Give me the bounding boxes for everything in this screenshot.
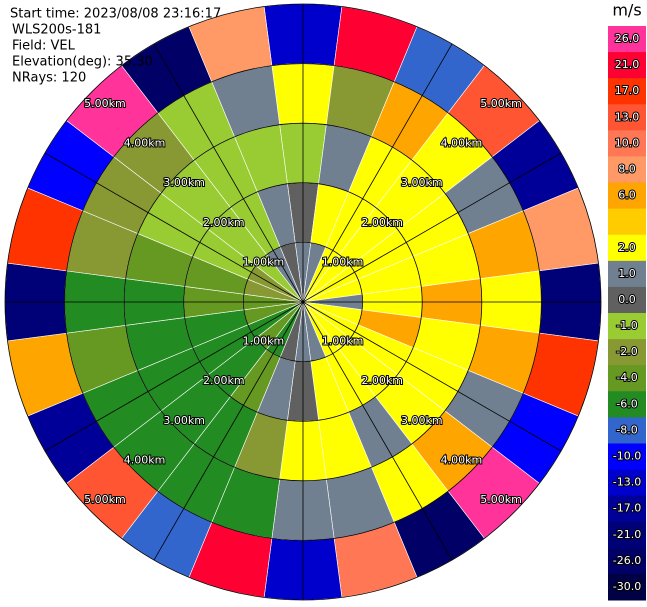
colorbar-segment [608, 443, 646, 471]
ring-label: 4.00km [124, 137, 166, 150]
colorbar-segment [608, 182, 646, 210]
colorbar-segment [608, 391, 646, 418]
ring-label: 3.00km [163, 176, 205, 189]
colorbar-tick-label: -1.0 [616, 319, 637, 332]
colorbar-tick-label: -30.0 [613, 580, 641, 593]
colorbar-tick-label: 6.0 [618, 189, 636, 202]
colorbar-tick-label: -8.0 [616, 423, 637, 436]
colorbar-tick-label: 21.0 [615, 58, 640, 71]
colorbar-label: m/s [612, 1, 641, 20]
colorbar-segment [608, 104, 646, 131]
range-ring [242, 241, 363, 362]
colorbar-segment [608, 78, 646, 105]
colorbar-segment [608, 52, 646, 79]
title: Start time: 2023/08/08 23:16:17 [10, 7, 221, 22]
radial-line [153, 43, 453, 561]
ring-label: 1.00km [243, 335, 285, 348]
ring-label: 5.00km [84, 493, 126, 506]
ring-label: 3.00km [401, 414, 443, 427]
ring-label: 4.00km [124, 453, 166, 466]
colorbar-segment [608, 208, 646, 236]
colorbar-tick-label: -2.0 [616, 345, 637, 358]
colorbar-segment [608, 26, 646, 53]
colorbar-tick-label: 17.0 [615, 84, 640, 97]
ring-label: 4.00km [441, 453, 483, 466]
ring-label: 2.00km [361, 374, 403, 387]
colorbar-tick-label: -13.0 [613, 476, 641, 489]
colorbar-tick-label: -17.0 [613, 502, 641, 515]
ring-label: 2.00km [361, 216, 403, 229]
colorbar-segment [608, 234, 646, 262]
range-ring [4, 3, 602, 601]
range-ring [183, 182, 423, 422]
range-ring [123, 122, 483, 482]
ring-label: 3.00km [163, 414, 205, 427]
colorbar-segment [608, 547, 646, 575]
colorbar-tick-label: -10.0 [613, 450, 641, 463]
annotation: Field: VEL [12, 39, 76, 54]
colorbar-tick-label: 8.0 [618, 163, 636, 176]
colorbar-tick-label: 26.0 [615, 32, 640, 45]
ring-label: 1.00km [322, 335, 364, 348]
colorbar-segment [608, 573, 646, 601]
colorbar-tick-label: 10.0 [615, 136, 640, 149]
colorbar-segment [608, 130, 646, 157]
colorbar-segment [608, 339, 646, 366]
colorbar-segment [608, 365, 646, 392]
colorbar-tick-label: -21.0 [613, 528, 641, 541]
ring-label: 3.00km [401, 176, 443, 189]
colorbar-segment [608, 313, 646, 340]
colorbar-segment [608, 495, 646, 523]
colorbar-tick-label: -26.0 [613, 554, 641, 567]
colorbar-segment [608, 417, 646, 444]
annotation: Elevation(deg): 35.30 [12, 55, 153, 70]
colorbar-segment [608, 521, 646, 549]
ring-label: 2.00km [203, 374, 245, 387]
colorbar-segment [608, 260, 646, 288]
colorbar-tick-label: 13.0 [615, 110, 640, 123]
colorbar-segment [608, 469, 646, 497]
annotation: NRays: 120 [12, 71, 86, 86]
ring-label: 1.00km [322, 255, 364, 268]
ring-label: 5.00km [84, 97, 126, 110]
colorbar-tick-label: -6.0 [616, 397, 637, 410]
annotation: WLS200s-181 [12, 23, 101, 38]
ring-label: 2.00km [203, 216, 245, 229]
ring-label: 4.00km [441, 137, 483, 150]
ring-label: 5.00km [480, 97, 522, 110]
colorbar-segment [608, 286, 646, 314]
colorbar-tick-label: 1.0 [618, 267, 636, 280]
overlay: 1.00km 1.00km 1.00km 1.00km 2.00km 2.00km 2.00… [4, 3, 602, 601]
colorbar: 26.0 21.0 17.0 13.0 10.0 8.0 6.0 2.0 1.0 0.0 -1.0 -… [608, 26, 646, 601]
ppi-plot [4, 3, 602, 601]
colorbar-tick-label: -4.0 [616, 371, 637, 384]
range-ring [64, 63, 542, 541]
colorbar-tick-label: 2.0 [618, 241, 636, 254]
ring-label: 1.00km [243, 255, 285, 268]
ring-label: 5.00km [480, 493, 522, 506]
colorbar-segment [608, 156, 646, 184]
colorbar-tick-label: 0.0 [618, 293, 636, 306]
